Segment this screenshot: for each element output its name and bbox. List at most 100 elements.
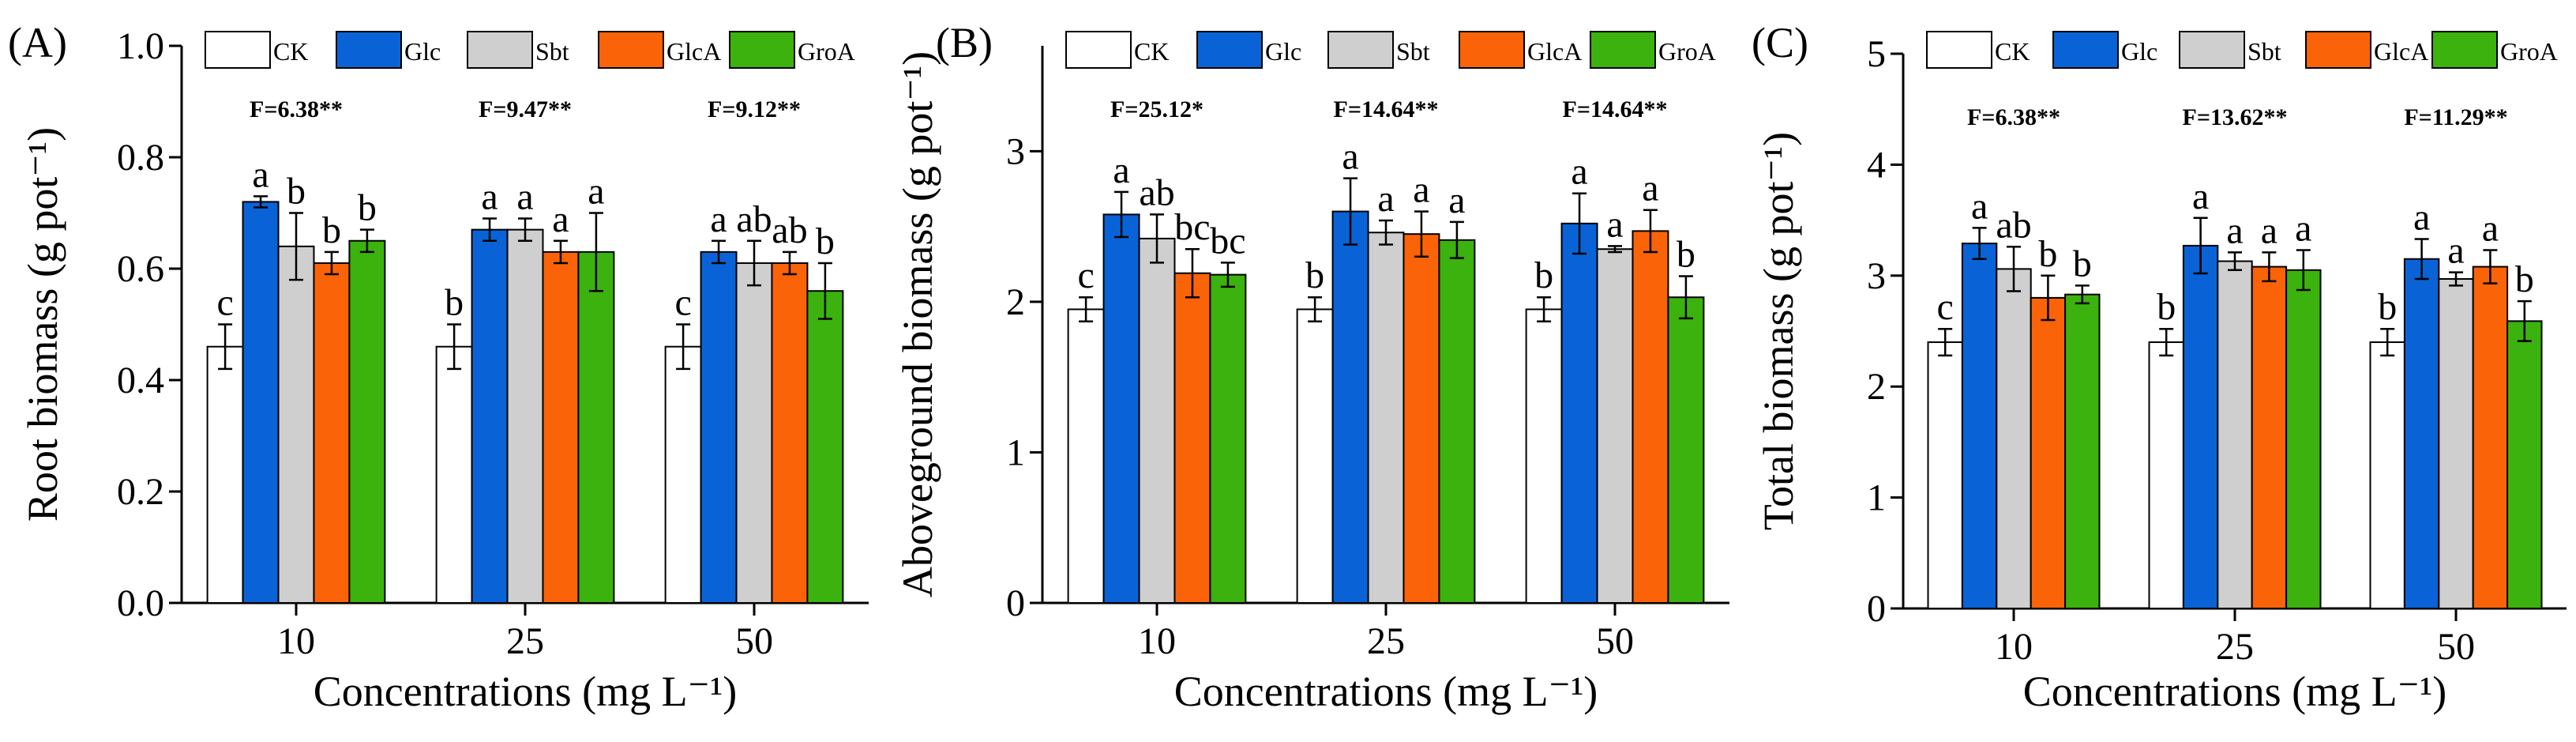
significance-letter: b: [358, 187, 377, 229]
error-bar: [1220, 262, 1235, 288]
error-bar: [2449, 271, 2463, 287]
x-axis-title: Concentrations (mg L⁻¹): [1174, 668, 1598, 715]
error-bar: [676, 323, 691, 371]
bar-groa: [348, 239, 386, 604]
x-tick-label: 50: [1596, 620, 1634, 662]
legend-swatch-glc: [336, 31, 402, 69]
y-tick-label: 0.2: [117, 471, 164, 513]
legend: CK Glc Sbt GlcA GroA: [205, 31, 855, 69]
legend-label: Glc: [1265, 37, 1301, 66]
legend-swatch-sbt: [467, 31, 533, 69]
legend: CK Glc Sbt GlcA GroA: [1926, 31, 2558, 69]
error-bar: [2517, 299, 2532, 342]
bar-sbt: [2217, 260, 2253, 609]
bar-ck: [1927, 341, 1963, 609]
error-bar: [359, 228, 374, 254]
bar-groa: [577, 250, 615, 604]
y-tick-label: 2: [1867, 366, 1886, 408]
significance-letter: b: [2038, 233, 2057, 275]
error-bar: [2296, 249, 2311, 292]
error-bar: [1414, 210, 1429, 258]
legend-label: GroA: [798, 37, 855, 66]
bar-sbt: [1367, 232, 1405, 604]
significance-letter: ab: [736, 198, 772, 240]
error-bar: [324, 250, 339, 276]
error-bar: [712, 239, 727, 265]
significance-letter: b: [1534, 254, 1553, 296]
x-tick-label: 25: [506, 620, 544, 662]
bar-glc: [1560, 222, 1598, 604]
significance-letter: a: [2482, 208, 2499, 250]
bar-groa: [1438, 239, 1476, 604]
significance-letter: a: [588, 171, 604, 213]
bar-ck: [2369, 341, 2405, 609]
error-bar: [2159, 327, 2174, 357]
f-statistic-label: F=14.64**: [1334, 96, 1439, 122]
x-tick-label: 50: [735, 620, 773, 662]
error-bar: [1972, 227, 1987, 260]
bar-glca: [2030, 296, 2067, 609]
y-axis-title: Total biomass (g pot⁻¹): [1755, 132, 1802, 530]
significance-letter: b: [2073, 243, 2092, 284]
error-bar: [2414, 238, 2429, 281]
significance-letter: b: [2378, 286, 2397, 328]
f-statistic-label: F=14.64**: [1563, 96, 1668, 122]
significance-letter: b: [1305, 254, 1324, 296]
y-tick-label: 0.6: [117, 248, 164, 290]
bar-sbt: [2438, 278, 2474, 609]
error-bar: [289, 212, 303, 281]
significance-letter: b: [322, 209, 341, 251]
panel-label: (B): [936, 19, 993, 66]
bar-ck: [1067, 308, 1105, 604]
legend-label: CK: [1995, 37, 2030, 66]
legend-label: GroA: [1658, 37, 1716, 66]
legend-swatch-groa: [1590, 31, 1656, 69]
error-bar: [553, 239, 568, 265]
x-tick-label: 50: [2437, 626, 2475, 668]
significance-letter: a: [1377, 178, 1394, 220]
bar-sbt: [735, 262, 773, 604]
bar-sbt: [506, 228, 544, 604]
x-tick-label: 10: [1995, 626, 2033, 668]
significance-letter: a: [516, 176, 533, 218]
y-tick-label: 0: [1006, 582, 1025, 624]
y-tick-label: 0.4: [117, 360, 164, 401]
significance-letter: ab: [772, 209, 807, 251]
error-bar: [1150, 213, 1164, 264]
x-tick-label: 25: [1367, 620, 1405, 662]
significance-letter: c: [1937, 286, 1954, 328]
error-bar: [1343, 177, 1358, 246]
error-bar: [2041, 274, 2056, 322]
bar-ck: [1525, 308, 1563, 604]
legend-swatch-groa: [2431, 31, 2498, 69]
significance-letter: c: [674, 282, 691, 324]
significance-letter: a: [1571, 151, 1587, 193]
error-bar: [483, 217, 498, 242]
significance-letter: ab: [1996, 204, 2031, 246]
significance-letter: b: [2157, 286, 2176, 328]
significance-letter: bc: [1210, 220, 1245, 262]
error-bar: [2007, 246, 2021, 292]
panel-label: (A): [8, 19, 67, 66]
legend-swatch-glc: [2052, 31, 2119, 69]
y-tick-label: 5: [1867, 33, 1886, 75]
significance-letter: a: [2261, 209, 2277, 251]
bar-groa: [1209, 273, 1247, 604]
error-bar: [1572, 192, 1587, 255]
significance-letter: a: [1642, 168, 1658, 209]
f-statistic-label: F=6.38**: [1967, 104, 2060, 130]
legend-swatch-glca: [2305, 31, 2371, 69]
error-bar: [588, 212, 603, 292]
significance-letter: c: [216, 282, 233, 324]
significance-letter: a: [1113, 149, 1129, 191]
error-bar: [1608, 245, 1622, 254]
bar-glc: [1102, 213, 1140, 604]
error-bar: [1379, 219, 1393, 246]
error-bar: [747, 239, 761, 287]
significance-letter: b: [2515, 258, 2534, 300]
legend-swatch-ck: [1926, 31, 1992, 69]
bar-groa: [1667, 296, 1705, 604]
x-tick-label: 10: [277, 620, 315, 662]
significance-letter: a: [2447, 230, 2464, 272]
